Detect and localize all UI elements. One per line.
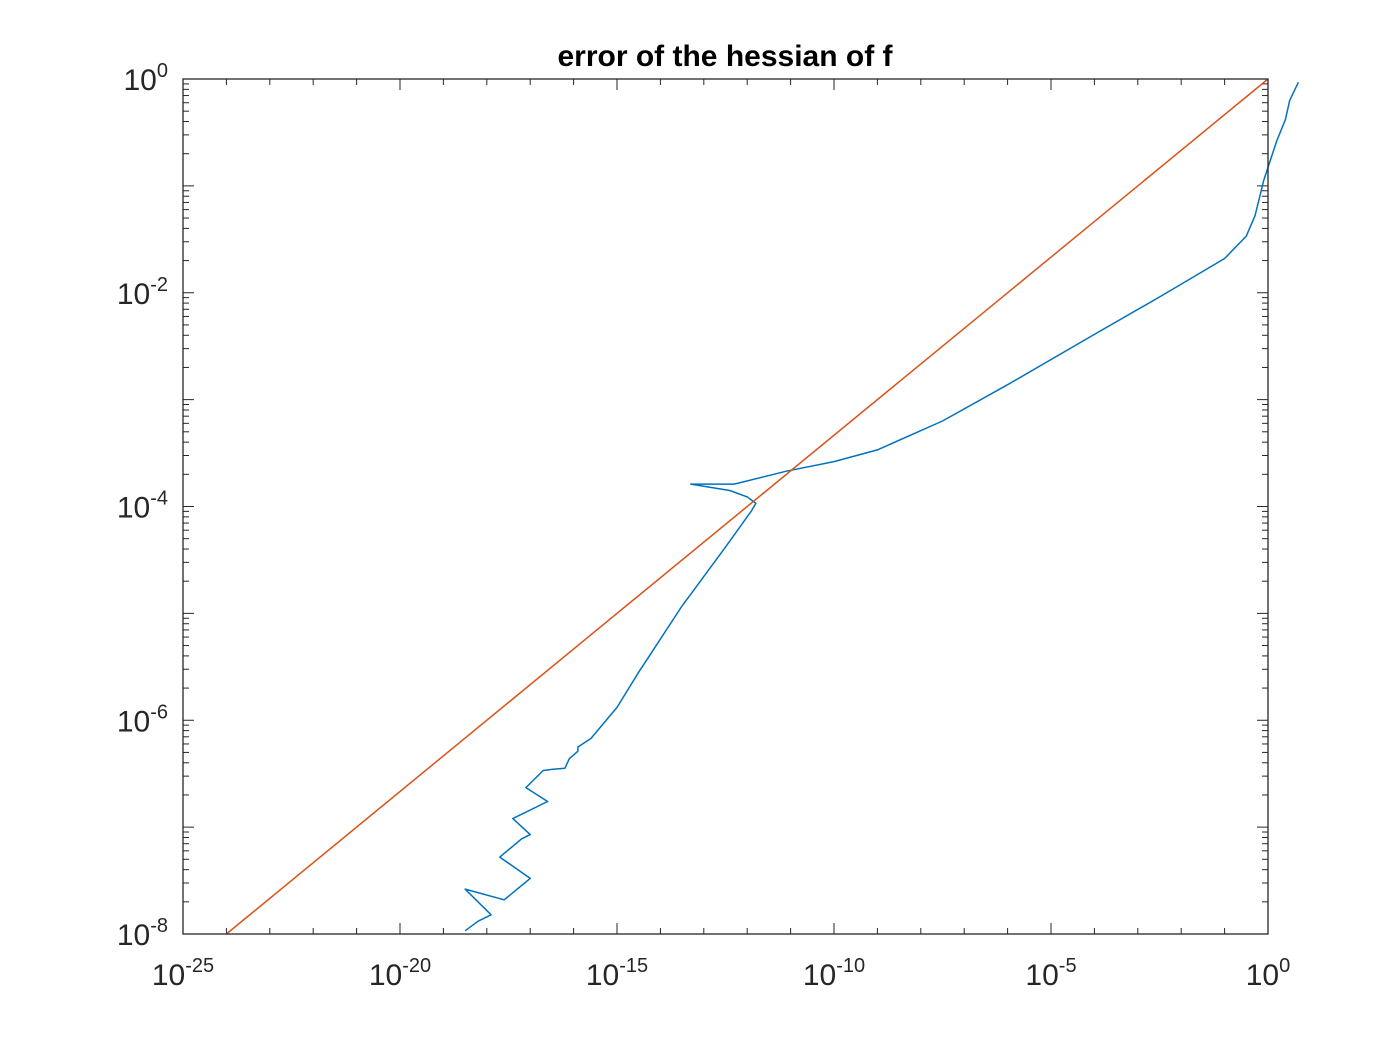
tick-labels: 10-25 10-20 10-15 10-10 10-5 100 10-8 10-6 10-4 1… (117, 60, 1290, 992)
x-tick-label: 100 (1246, 955, 1291, 992)
series (225, 78, 1300, 935)
x-tick-label: 10-10 (803, 955, 865, 992)
x-tick-label: 10-20 (369, 955, 431, 992)
plot-frame (182, 78, 1269, 935)
x-tick-label: 10-5 (1025, 955, 1076, 992)
y-tick-label: 10-4 (117, 488, 168, 525)
y-tick-label: 10-2 (117, 274, 168, 311)
y-tick-label: 100 (124, 60, 169, 97)
series-line-2 (225, 78, 1269, 935)
chart-title: error of the hessian of f (557, 40, 893, 73)
x-tick-label: 10-15 (586, 955, 648, 992)
y-tick-label: 10-8 (117, 915, 168, 952)
y-tick-label: 10-6 (117, 701, 168, 738)
x-tick-label: 10-25 (152, 955, 214, 992)
series-line-1 (464, 81, 1300, 932)
plot-background (183, 79, 1268, 934)
